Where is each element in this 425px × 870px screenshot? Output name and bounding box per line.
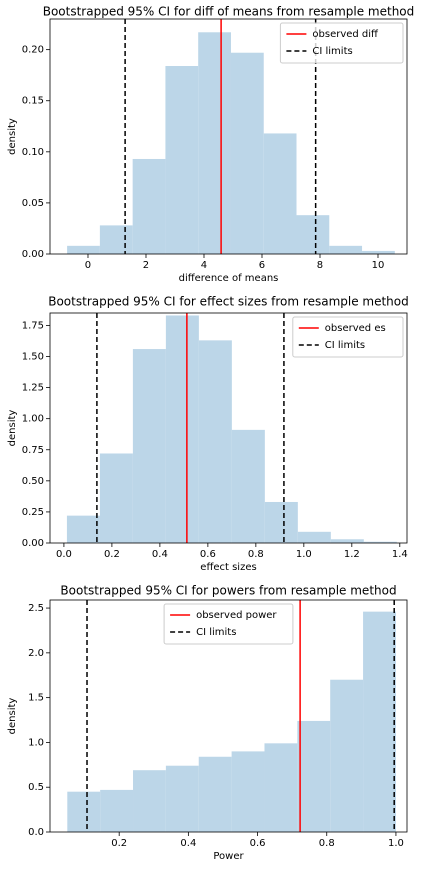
- y-tick-label: 0.5: [28, 782, 44, 793]
- bar: [99, 453, 133, 543]
- x-tick-label: 0.0: [56, 549, 72, 560]
- x-tick-label: 0.2: [111, 838, 127, 849]
- legend-label: observed diff: [312, 29, 379, 40]
- chart-title: Bootstrapped 95% CI for diff of means fr…: [43, 5, 415, 19]
- y-tick-label: 0.15: [22, 96, 44, 107]
- legend: observed power CI limits: [163, 603, 294, 645]
- x-axis-label: effect sizes: [200, 562, 256, 573]
- bar: [264, 743, 298, 832]
- y-tick-label: 1.75: [22, 320, 44, 331]
- y-tick-label: 2.0: [28, 648, 44, 659]
- bar: [329, 245, 363, 254]
- y-axis-label: density: [7, 118, 18, 155]
- y-tick-label: 1.25: [22, 383, 44, 394]
- bar: [297, 720, 331, 832]
- bar: [165, 315, 199, 543]
- x-tick-label: 0.4: [152, 549, 168, 560]
- y-tick-label: 0.25: [22, 507, 44, 518]
- bar: [198, 32, 231, 254]
- y-tick-label: 1.50: [22, 352, 44, 363]
- x-tick-label: 1.0: [296, 549, 312, 560]
- y-tick-label: 2.5: [28, 603, 44, 614]
- chart-title: Bootstrapped 95% CI for powers from resa…: [60, 584, 396, 598]
- y-tick-label: 0.75: [22, 445, 44, 456]
- legend-label: CI limits: [196, 627, 236, 638]
- y-axis-label: density: [7, 410, 18, 447]
- legend-label: CI limits: [312, 46, 352, 57]
- x-tick-label: 0.4: [180, 838, 196, 849]
- bar: [231, 429, 265, 543]
- bar: [362, 250, 395, 254]
- plot-frame: [49, 18, 408, 255]
- bar: [263, 133, 297, 254]
- bar: [99, 225, 133, 254]
- bar: [132, 158, 166, 254]
- bar: [198, 340, 232, 543]
- bar: [67, 245, 100, 254]
- y-tick-label: 1.00: [22, 414, 44, 425]
- x-tick-label: 0.8: [248, 549, 264, 560]
- bar: [165, 66, 199, 254]
- legend-box: [163, 603, 294, 645]
- y-tick-label: 0.50: [22, 476, 44, 487]
- x-tick-label: 0.6: [200, 549, 216, 560]
- bar: [133, 770, 166, 832]
- plot-frame: [49, 599, 408, 833]
- x-tick-label: 2: [143, 260, 149, 271]
- bar: [132, 349, 166, 543]
- x-tick-label: 1.0: [388, 838, 404, 849]
- bar: [330, 679, 364, 832]
- x-axis-label: difference of means: [179, 273, 279, 284]
- x-tick-label: 0: [85, 260, 91, 271]
- legend: observed es CI limits: [292, 316, 404, 358]
- y-tick-label: 0.00: [22, 249, 44, 260]
- x-tick-label: 1.4: [392, 549, 408, 560]
- bar: [264, 501, 298, 543]
- x-tick-label: 0.2: [104, 549, 120, 560]
- legend-label: CI limits: [325, 340, 365, 351]
- legend-label: observed power: [196, 610, 277, 621]
- y-tick-label: 0.0: [28, 827, 44, 838]
- y-tick-label: 0.05: [22, 198, 44, 209]
- legend: observed diff CI limits: [279, 22, 404, 64]
- bar: [363, 611, 396, 832]
- x-tick-label: 0.8: [319, 838, 335, 849]
- y-tick-label: 1.5: [28, 693, 44, 704]
- y-tick-label: 0.10: [22, 147, 44, 158]
- bar: [67, 791, 101, 832]
- y-tick-label: 0.00: [22, 538, 44, 549]
- bar: [230, 52, 264, 254]
- y-axis-label: density: [7, 698, 18, 735]
- legend-box: [292, 316, 404, 358]
- chart-title: Bootstrapped 95% CI for effect sizes fro…: [48, 295, 409, 309]
- x-tick-label: 6: [259, 260, 265, 271]
- bar: [330, 539, 364, 543]
- bar: [198, 756, 232, 832]
- y-tick-label: 0.20: [22, 45, 44, 56]
- x-tick-label: 10: [372, 260, 385, 271]
- bar: [231, 751, 265, 832]
- bar: [296, 215, 330, 254]
- plot-frame: [49, 312, 408, 544]
- x-tick-label: 0.6: [250, 838, 266, 849]
- bar: [100, 789, 134, 832]
- legend-box: [279, 22, 404, 64]
- x-tick-label: 4: [201, 260, 207, 271]
- legend-label: observed es: [325, 323, 386, 334]
- bar: [66, 515, 100, 543]
- x-tick-label: 8: [317, 260, 323, 271]
- x-axis-label: Power: [213, 851, 244, 862]
- x-tick-label: 1.2: [344, 549, 360, 560]
- y-tick-label: 1.0: [28, 737, 44, 748]
- bar: [363, 541, 397, 543]
- bar: [165, 765, 199, 832]
- bar: [297, 531, 331, 543]
